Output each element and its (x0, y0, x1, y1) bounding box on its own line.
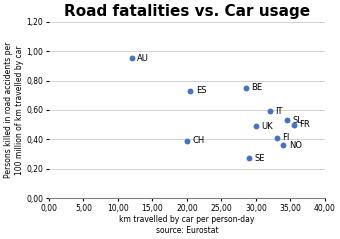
Point (291, 123, 296, 126)
Text: UK: UK (261, 122, 273, 130)
Text: FR: FR (300, 120, 310, 129)
Point (281, 143, 286, 147)
Point (246, 157, 252, 160)
Point (188, 89, 193, 93)
Text: ES: ES (196, 86, 206, 95)
Point (184, 139, 190, 143)
Text: SE: SE (255, 154, 265, 163)
Title: Road fatalities vs. Car usage: Road fatalities vs. Car usage (64, 4, 310, 19)
Text: CH: CH (192, 136, 205, 145)
Point (129, 57, 134, 60)
Point (267, 109, 272, 113)
X-axis label: km travelled by car per person-day
source: Eurostat: km travelled by car per person-day sourc… (119, 215, 255, 235)
Point (274, 136, 279, 140)
Point (284, 118, 290, 122)
Text: SL: SL (292, 116, 302, 125)
Text: BE: BE (251, 83, 262, 92)
Text: IT: IT (275, 107, 283, 116)
Text: AU: AU (137, 54, 149, 63)
Text: FI: FI (282, 133, 290, 142)
Y-axis label: Persons killed in road accidents per
100 million of km travelled by car: Persons killed in road accidents per 100… (4, 42, 23, 178)
Point (243, 86, 248, 90)
Text: NO: NO (289, 141, 302, 150)
Point (253, 124, 259, 128)
